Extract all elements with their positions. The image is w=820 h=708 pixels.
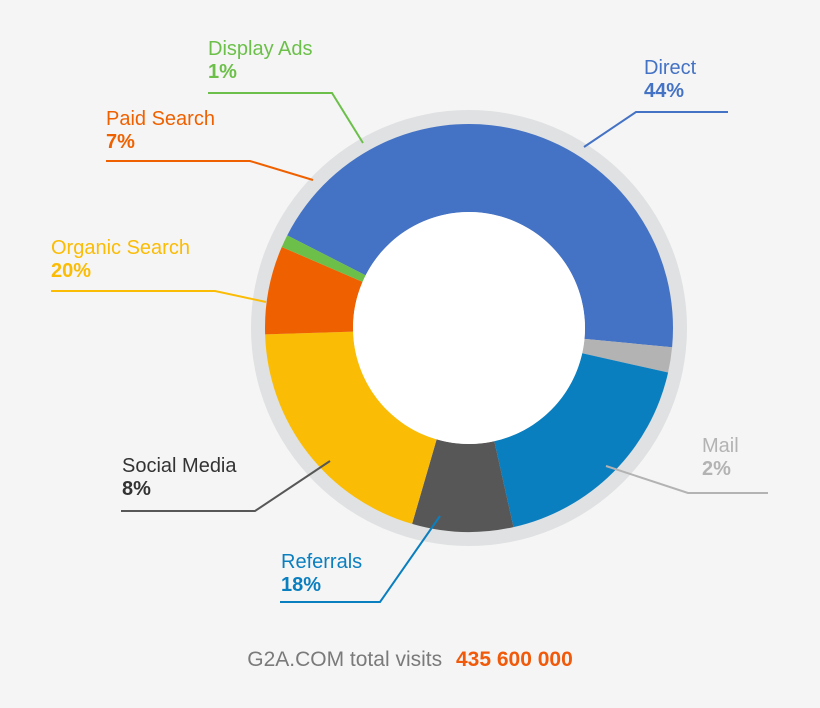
leader-line-paid-search	[106, 160, 314, 181]
slice-name-label: Referrals	[281, 551, 363, 573]
leader-line-mail	[605, 465, 768, 494]
slice-value-label: 18%	[281, 574, 322, 596]
leader-line-organic-search	[51, 290, 267, 303]
slice-name-label: Social Media	[122, 455, 237, 477]
total-visits-label: G2A.COM total visits	[247, 648, 443, 671]
label-organic-search: Organic Search 20%	[51, 238, 190, 281]
slice-mail	[582, 338, 673, 373]
slice-referrals	[494, 353, 669, 528]
leader-line-referrals	[280, 515, 441, 603]
slice-value-label: 2%	[702, 458, 731, 480]
slice-display-ads	[281, 235, 366, 282]
slice-direct	[287, 123, 673, 348]
slice-value-label: 1%	[208, 61, 237, 83]
leader-line-display-ads	[208, 92, 364, 144]
slice-value-label: 7%	[106, 131, 135, 153]
slice-social-media	[412, 439, 514, 532]
slice-organic-search	[265, 331, 437, 524]
label-paid-search: Paid Search 7%	[106, 109, 215, 152]
slice-paid-search	[264, 246, 363, 335]
label-social-media: Social Media 8%	[122, 456, 237, 499]
slice-name-label: Mail	[702, 435, 739, 457]
donut-hole	[353, 212, 585, 444]
label-display-ads: Display Ads 1%	[208, 39, 313, 82]
total-visits-value: 435 600 000	[455, 648, 573, 671]
slice-value-label: 44%	[644, 80, 685, 102]
slice-name-label: Direct	[644, 57, 697, 79]
total-visits-footer: G2A.COM total visits 435 600 000	[0, 648, 820, 672]
slice-value-label: 8%	[122, 478, 151, 500]
slice-name-label: Paid Search	[106, 108, 215, 130]
label-referrals: Referrals 18%	[281, 552, 362, 595]
leader-line-social-media	[121, 460, 331, 512]
label-mail: Mail 2%	[702, 436, 739, 479]
label-direct: Direct 44%	[644, 58, 696, 101]
leader-line-direct	[583, 111, 728, 148]
slice-name-label: Organic Search	[51, 237, 190, 259]
slice-value-label: 20%	[51, 260, 92, 282]
slice-name-label: Display Ads	[208, 38, 313, 60]
